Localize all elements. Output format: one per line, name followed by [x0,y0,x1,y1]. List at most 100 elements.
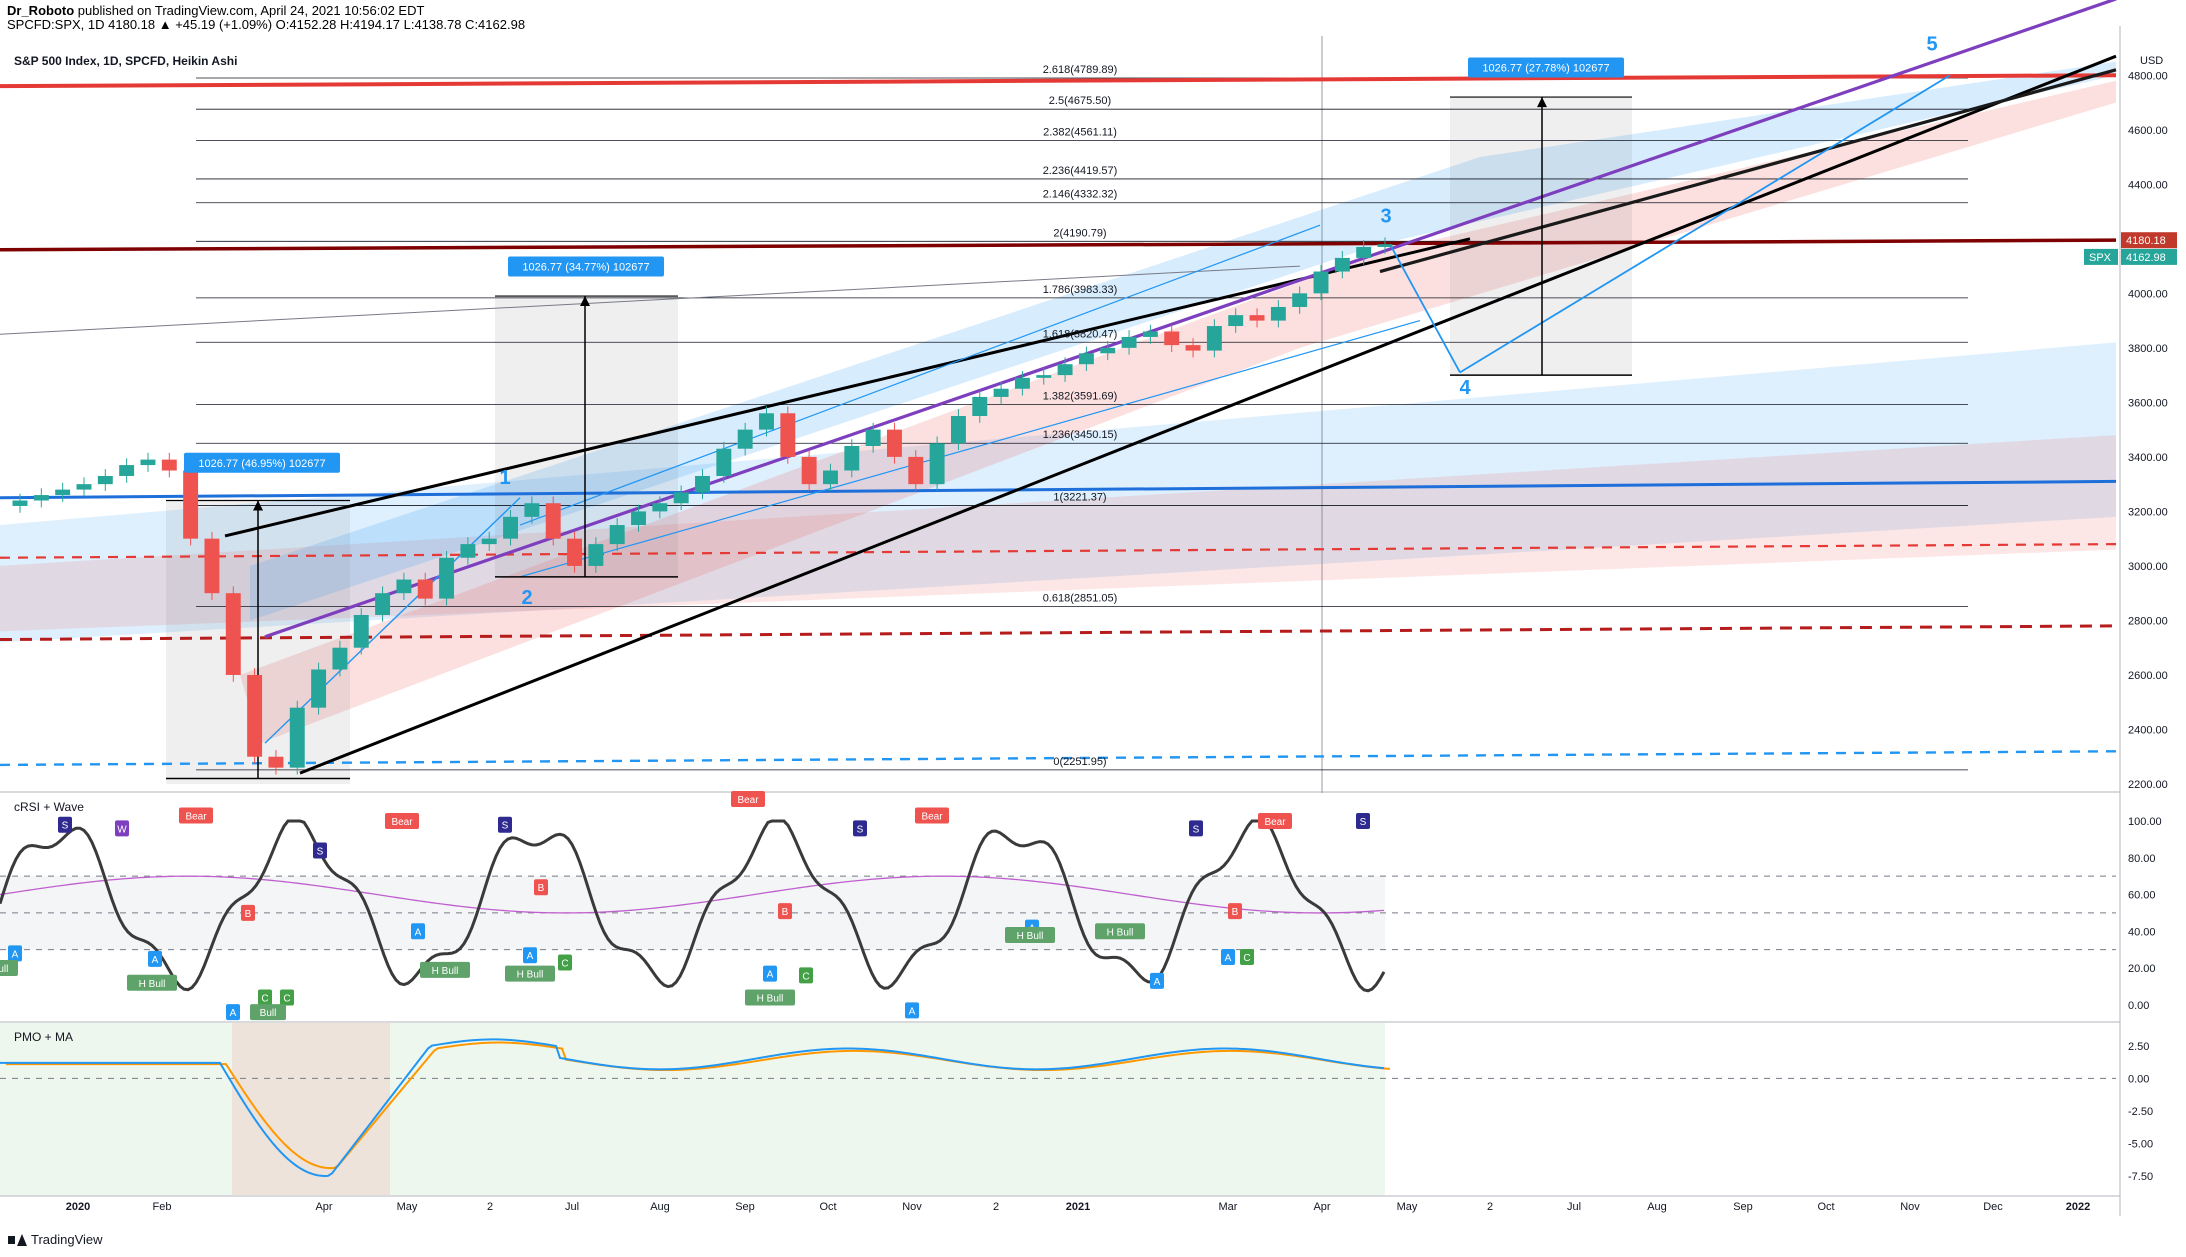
candle-body [247,674,263,757]
fib-label-2.618: 2.618(4789.89) [1043,64,1118,76]
black-line-far [1379,68,2117,274]
signal-a [8,945,22,962]
price-tick: 3600.00 [2128,397,2168,409]
signal-s-text: S [502,821,509,832]
signal-a-text: A [527,951,534,962]
measure-label-3: 1026.77 (27.78%) 102677 [1482,63,1609,75]
candle-body [161,459,177,471]
currency-label: USD [2140,55,2163,67]
signal-hbull [505,965,555,982]
fib-label-0: 0(2251.95) [1053,756,1106,768]
candle-body [55,489,71,496]
candle-body [375,593,391,615]
crsi-tick: 60.00 [2128,890,2156,902]
purple-trend [264,0,2117,639]
wave-label-2: 2 [521,587,532,609]
signal-w [115,820,129,837]
signal-b-text: B [1232,907,1239,918]
author-name[interactable]: Dr_Roboto [7,3,75,18]
signal-hbull [420,961,470,978]
measure-label-bg-2 [508,256,664,277]
tradingview-icon [8,1233,27,1246]
crsi-tick: 0.00 [2128,1000,2149,1012]
blue-thin-2 [519,224,1321,526]
signal-a-text: A [1225,953,1232,964]
signal-s [58,816,72,833]
signal-s [1356,813,1370,830]
price-label-text-2: 4162.98 [2126,252,2166,264]
symbol-ohlc: SPCFD:SPX, 1D 4180.18 ▲ +45.19 (+1.09%) … [7,17,526,32]
signal-s [1189,820,1203,837]
signal-bear [915,807,949,824]
time-tick: Sep [735,1201,755,1213]
signal-b [778,903,792,920]
candle-body [1078,353,1094,365]
signal-a-text: A [12,949,19,960]
signal-c [258,989,272,1006]
signal-c-text: C [561,959,568,970]
signal-c [799,967,813,984]
candle-body [460,544,476,558]
time-tick: Sep [1733,1201,1753,1213]
signal-bull-text: Bull [260,1008,277,1019]
publish-date: published on TradingView.com, April 24, … [74,3,425,18]
signal-c-text: C [1243,953,1250,964]
tradingview-logo[interactable]: TradingView [8,1232,103,1247]
signal-bear [385,813,419,830]
price-tick: 4400.00 [2128,179,2168,191]
signal-hbull [1095,923,1145,940]
measure-box-2 [495,296,678,577]
price-tick: 2400.00 [2128,724,2168,736]
crsi-title: cRSI + Wave [14,800,84,814]
candle-body [396,579,412,594]
signal-s-text: S [857,824,864,835]
signal-hbull [1005,926,1055,943]
fib-label-2.5: 2.5(4675.50) [1049,95,1111,107]
candle-body [481,538,497,545]
signal-bull-text: Bull [0,964,8,975]
pmo-tick: 2.50 [2128,1041,2149,1053]
crsi-tick: 40.00 [2128,926,2156,938]
signal-bear [1258,813,1292,830]
signal-bear [179,807,213,824]
fib-label-1.618: 1.618(3820.47) [1043,328,1118,340]
candle-body [823,470,838,485]
time-tick: Apr [315,1201,332,1213]
price-tick: 2800.00 [2128,615,2168,627]
signal-s-text: S [1360,817,1367,828]
candle-body [801,456,817,485]
candle-body [417,579,433,599]
time-tick: May [397,1201,418,1213]
pmo-tick: -5.00 [2128,1138,2153,1150]
fib-label-2.236: 2.236(4419.57) [1043,165,1118,177]
candle-body [183,470,199,539]
candle-body [33,495,49,501]
support-blue-horizontal [0,479,2117,500]
signal-bear-text: Bear [185,812,207,823]
candle-body [950,416,966,444]
main-chart-title: S&P 500 Index, 1D, SPCFD, Heikin Ashi [14,54,237,68]
black-wedge-upper [224,237,1471,538]
time-tick: Nov [902,1201,922,1213]
time-tick: Dec [1983,1201,2003,1213]
candle-body [1100,347,1116,354]
candle-body [780,413,796,457]
pmo-tick: 0.00 [2128,1073,2149,1085]
price-tick: 4800.00 [2128,70,2168,82]
fib-label-2.382: 2.382(4561.11) [1043,126,1117,138]
fib-label-2.146: 2.146(4332.32) [1043,189,1118,201]
candle-body [1356,246,1372,258]
dashed-darkred-2 [0,624,2117,642]
price-tick: 4600.00 [2128,125,2168,137]
price-tick: 2600.00 [2128,670,2168,682]
candle-body [140,459,156,466]
signal-c-text: C [283,993,290,1004]
grey-diag [0,265,1301,335]
price-label-1 [2121,232,2177,249]
resistance-dark-red [0,238,2117,252]
signal-s-text: S [62,821,69,832]
signal-bear-text: Bear [737,795,759,806]
candle-body [353,614,369,648]
signal-hbull-text: H Bull [1017,931,1044,942]
